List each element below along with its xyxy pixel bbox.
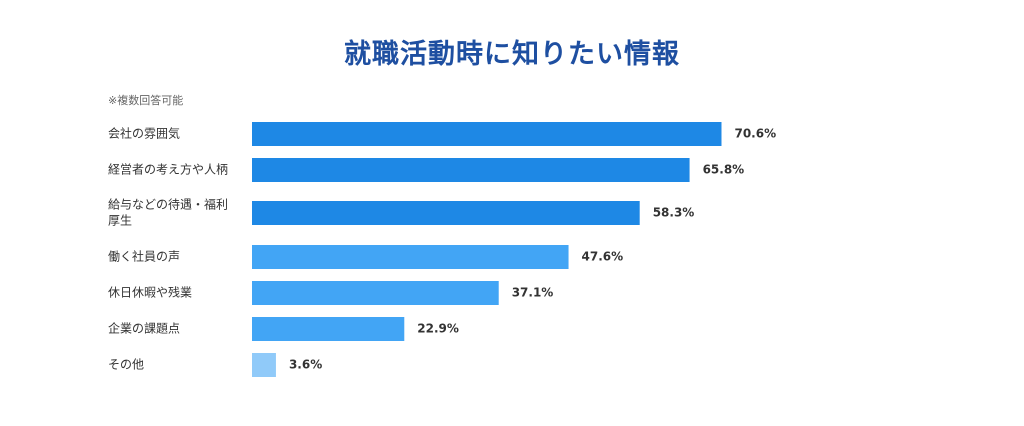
bar (252, 201, 640, 225)
category-label: 給与などの待遇・福利 (108, 197, 228, 212)
bar (252, 281, 499, 305)
value-label: 37.1% (512, 286, 554, 300)
category-label: 休日休暇や残業 (108, 286, 192, 300)
category-label: 働く社員の声 (108, 249, 180, 264)
value-label: 58.3% (653, 206, 695, 220)
value-label: 22.9% (417, 322, 459, 336)
bar (252, 317, 405, 341)
value-label: 70.6% (734, 127, 776, 141)
value-label: 65.8% (703, 163, 745, 177)
bar (252, 353, 276, 377)
bar (252, 122, 722, 146)
multiple-answer-note: ※複数回答可能 (108, 94, 184, 107)
value-label: 47.6% (582, 250, 624, 264)
bar (252, 158, 690, 182)
category-label: 会社の雰囲気 (108, 126, 180, 141)
category-label: 企業の課題点 (108, 321, 180, 336)
value-label: 3.6% (289, 358, 322, 372)
bar (252, 245, 569, 269)
category-label: 経営者の考え方や人柄 (108, 162, 228, 177)
chart-title: 就職活動時に知りたい情報 (344, 39, 680, 70)
category-label: その他 (108, 358, 144, 372)
category-label: 厚生 (108, 214, 132, 228)
